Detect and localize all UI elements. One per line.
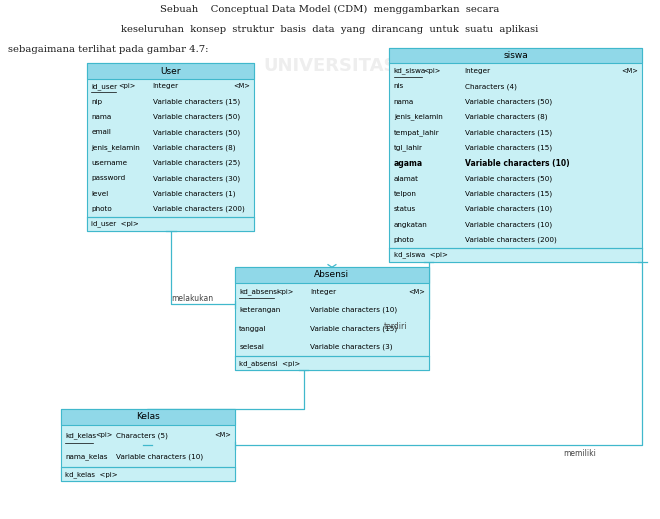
Bar: [61, 409, 235, 482]
Text: jenis_kelamin: jenis_kelamin: [394, 114, 442, 120]
Text: Variable characters (8): Variable characters (8): [152, 144, 235, 151]
Text: keseluruhan  konsep  struktur  basis  data  yang  dirancang  untuk  suatu  aplik: keseluruhan konsep struktur basis data y…: [121, 24, 539, 34]
Text: nama: nama: [92, 114, 112, 120]
Text: alamat: alamat: [394, 175, 418, 182]
Text: kd_kelas  <pi>: kd_kelas <pi>: [65, 471, 117, 477]
Text: tanggal: tanggal: [240, 325, 267, 332]
Text: jenis_kelamin: jenis_kelamin: [92, 144, 140, 151]
Text: Sebuah    Conceptual Data Model (CDM)  menggambarkan  secara: Sebuah Conceptual Data Model (CDM) mengg…: [160, 5, 500, 13]
Text: level: level: [92, 190, 109, 197]
Text: Characters (4): Characters (4): [465, 83, 517, 90]
Text: photo: photo: [92, 206, 112, 212]
Text: kd_siswa  <pi>: kd_siswa <pi>: [394, 252, 447, 258]
Text: nama_kelas: nama_kelas: [65, 453, 108, 460]
Bar: [389, 248, 642, 262]
Text: Variable characters (15): Variable characters (15): [465, 190, 552, 197]
Text: nis: nis: [394, 84, 404, 89]
Text: memiliki: memiliki: [563, 448, 596, 458]
Text: Variable characters (1): Variable characters (1): [152, 190, 235, 197]
Text: Variable characters (10): Variable characters (10): [465, 221, 552, 228]
Text: Variable characters (10): Variable characters (10): [116, 453, 203, 460]
Text: Variable characters (200): Variable characters (200): [152, 206, 244, 212]
Text: Variable characters (50): Variable characters (50): [152, 114, 240, 120]
Text: keterangan: keterangan: [240, 307, 280, 313]
Text: Variable characters (15): Variable characters (15): [465, 129, 552, 135]
Text: Variable characters (10): Variable characters (10): [310, 307, 397, 313]
Text: Absensi: Absensi: [314, 270, 349, 280]
Text: Variable characters (3): Variable characters (3): [310, 344, 393, 350]
Text: status: status: [394, 206, 416, 212]
Text: angkatan: angkatan: [394, 222, 428, 228]
Text: tgl_lahir: tgl_lahir: [394, 144, 423, 151]
Text: Variable characters (50): Variable characters (50): [465, 99, 552, 105]
Bar: [235, 267, 428, 283]
Bar: [87, 63, 254, 79]
Text: Integer: Integer: [465, 68, 491, 74]
Bar: [235, 356, 428, 371]
Text: Variable characters (50): Variable characters (50): [152, 129, 240, 135]
Bar: [235, 267, 428, 371]
Text: id_user  <pi>: id_user <pi>: [92, 221, 139, 227]
Text: melakukan: melakukan: [171, 294, 213, 303]
Text: username: username: [92, 160, 127, 166]
Text: siswa: siswa: [504, 51, 528, 60]
Text: password: password: [92, 175, 125, 181]
Text: photo: photo: [394, 237, 414, 243]
Text: Kelas: Kelas: [136, 413, 160, 421]
Text: <M>: <M>: [408, 289, 424, 295]
Text: Variable characters (200): Variable characters (200): [465, 237, 556, 243]
Text: kd_absensi: kd_absensi: [240, 289, 279, 295]
Text: nip: nip: [92, 99, 102, 105]
Text: email: email: [92, 129, 112, 135]
Text: <M>: <M>: [234, 84, 251, 89]
Text: selesai: selesai: [240, 344, 264, 350]
Text: Variable characters (15): Variable characters (15): [310, 325, 397, 332]
Text: Variable characters (8): Variable characters (8): [465, 114, 547, 120]
Text: id_user: id_user: [92, 83, 117, 90]
Text: Variable characters (50): Variable characters (50): [465, 175, 552, 182]
Text: <M>: <M>: [621, 68, 638, 74]
Text: User: User: [160, 66, 181, 76]
Text: <pi>: <pi>: [424, 68, 441, 74]
Text: kd_kelas: kd_kelas: [65, 432, 96, 439]
Bar: [87, 63, 254, 231]
Text: <pi>: <pi>: [117, 84, 135, 89]
Text: agama: agama: [394, 159, 423, 168]
Text: tempat_lahir: tempat_lahir: [394, 129, 440, 136]
Text: UNIVERSITAS: UNIVERSITAS: [263, 57, 397, 75]
Text: <pi>: <pi>: [276, 289, 294, 295]
Text: <M>: <M>: [214, 432, 231, 438]
Bar: [61, 467, 235, 482]
Text: kd_siswa: kd_siswa: [394, 67, 426, 74]
Text: nama: nama: [394, 99, 414, 105]
Text: terdiri: terdiri: [384, 322, 407, 331]
Bar: [389, 48, 642, 262]
Text: Characters (5): Characters (5): [116, 432, 168, 439]
Text: Variable characters (10): Variable characters (10): [465, 159, 570, 168]
Text: Variable characters (10): Variable characters (10): [465, 206, 552, 212]
Bar: [87, 216, 254, 231]
Text: Integer: Integer: [152, 84, 179, 89]
Bar: [61, 409, 235, 425]
Text: Variable characters (30): Variable characters (30): [152, 175, 240, 182]
Text: Integer: Integer: [310, 289, 337, 295]
Text: Variable characters (25): Variable characters (25): [152, 160, 240, 166]
Bar: [389, 48, 642, 63]
Text: Variable characters (15): Variable characters (15): [152, 99, 240, 105]
Text: Variable characters (15): Variable characters (15): [465, 145, 552, 151]
Text: telpon: telpon: [394, 191, 416, 197]
Text: kd_absensi  <pi>: kd_absensi <pi>: [240, 360, 300, 366]
Text: <pi>: <pi>: [95, 432, 112, 438]
Text: sebagaimana terlihat pada gambar 4.7:: sebagaimana terlihat pada gambar 4.7:: [8, 45, 209, 54]
